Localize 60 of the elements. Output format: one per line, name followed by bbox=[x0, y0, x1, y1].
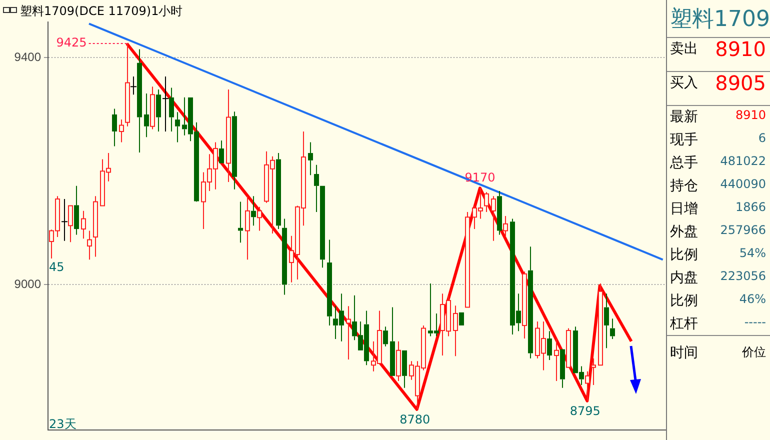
text: 时间 bbox=[670, 345, 698, 361]
annotation: 9170 bbox=[464, 170, 496, 184]
candlestick bbox=[314, 164, 319, 213]
text: 日增 bbox=[670, 201, 698, 217]
annotation: 8780 bbox=[400, 412, 430, 427]
candlestick bbox=[175, 112, 180, 143]
candlestick bbox=[560, 349, 565, 388]
annotation: 9425 bbox=[56, 36, 87, 50]
text: 现手 bbox=[670, 132, 698, 148]
candlestick bbox=[251, 196, 256, 226]
candlestick bbox=[156, 88, 161, 132]
text: 8905 bbox=[715, 71, 766, 95]
candlestick bbox=[282, 218, 287, 296]
text: 8910 bbox=[735, 108, 766, 122]
candlestick bbox=[497, 190, 502, 236]
text: 持仓 bbox=[670, 178, 698, 194]
text: 8910 bbox=[715, 37, 766, 61]
candlestick bbox=[144, 92, 149, 138]
y-tick-label: 9000 bbox=[14, 276, 42, 291]
candlestick bbox=[604, 293, 609, 349]
candlestick bbox=[276, 152, 281, 230]
annotation: 8795 bbox=[570, 404, 600, 418]
text: 1866 bbox=[735, 200, 766, 214]
text: 54% bbox=[739, 246, 766, 260]
text: 比例 bbox=[670, 247, 698, 263]
text: 440090 bbox=[720, 177, 766, 191]
candlestick bbox=[169, 87, 174, 132]
text: 257966 bbox=[720, 223, 766, 237]
candlestick bbox=[610, 318, 615, 340]
candlestick bbox=[327, 239, 332, 326]
candlestick bbox=[547, 330, 552, 361]
text: 总手 bbox=[670, 155, 698, 171]
text: 塑料1709 bbox=[670, 6, 770, 34]
candlestick bbox=[137, 48, 142, 153]
candlestick bbox=[390, 306, 395, 376]
text: 最新 bbox=[670, 109, 698, 125]
text: ----- bbox=[744, 315, 766, 329]
text: 481022 bbox=[720, 154, 766, 168]
annotation: 45 bbox=[49, 260, 64, 274]
candlestick bbox=[320, 186, 325, 268]
candlestick bbox=[219, 140, 224, 164]
y-tick-label: 9400 bbox=[14, 50, 42, 64]
text: 买入 bbox=[670, 75, 698, 91]
candlestick bbox=[528, 246, 533, 359]
candlestick bbox=[74, 185, 79, 236]
text: 外盘 bbox=[670, 224, 698, 240]
text: 223056 bbox=[720, 269, 766, 283]
text: 46% bbox=[739, 292, 766, 306]
text: 杠杆 bbox=[670, 316, 698, 332]
text: 价位 bbox=[742, 344, 766, 361]
text: 卖出 bbox=[670, 41, 698, 57]
chart-title: 塑料1709(DCE 11709)1小时 bbox=[20, 3, 183, 20]
text: 内盘 bbox=[670, 270, 698, 286]
text: 6 bbox=[758, 131, 766, 145]
candlestick bbox=[383, 326, 388, 347]
text: 比例 bbox=[670, 293, 698, 309]
annotation: 23天 bbox=[49, 416, 76, 431]
candlestick bbox=[112, 108, 117, 147]
candlestick bbox=[232, 111, 237, 190]
candlestick bbox=[308, 142, 313, 176]
